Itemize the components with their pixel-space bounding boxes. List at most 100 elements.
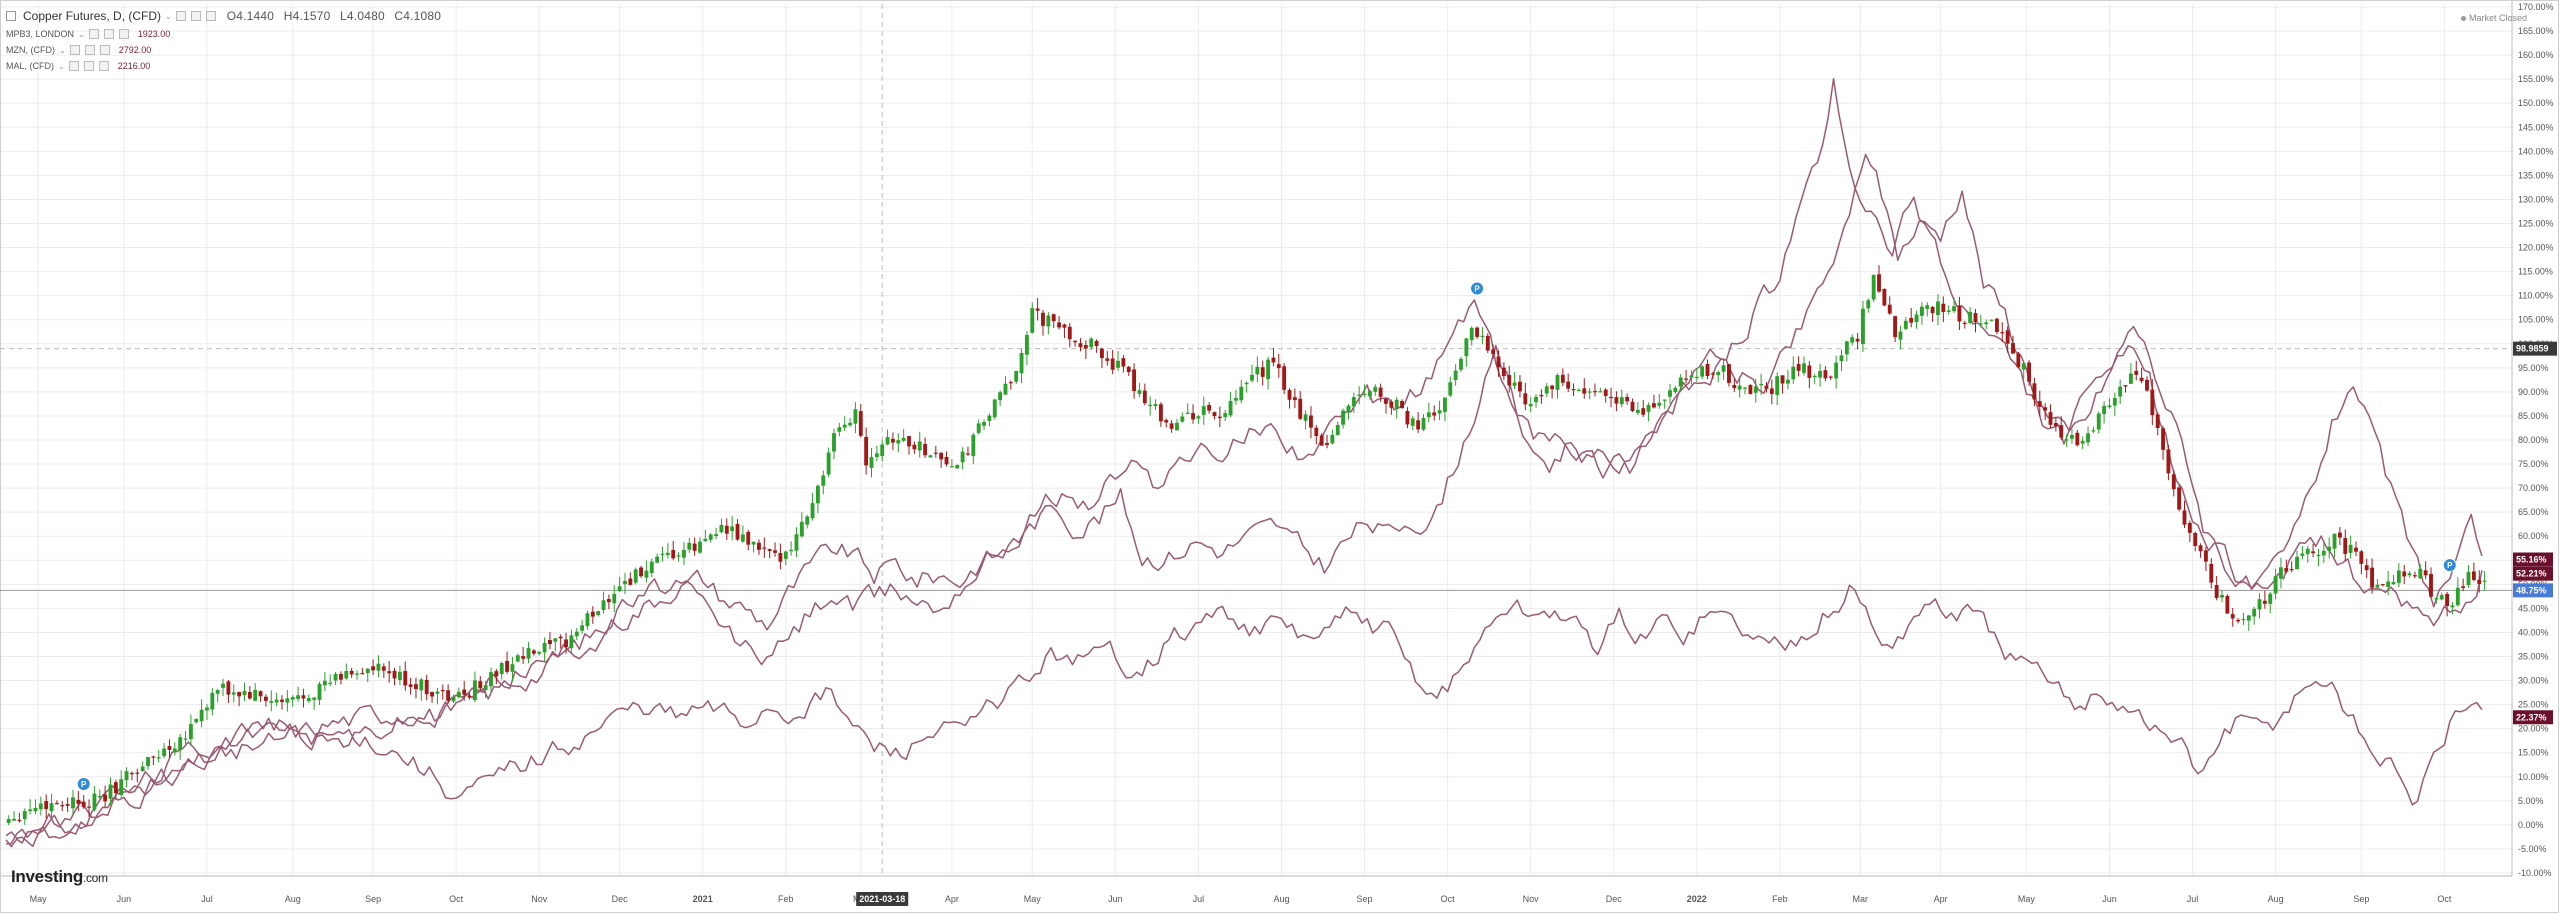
candle-body[interactable] xyxy=(1041,312,1045,326)
candle-body[interactable] xyxy=(172,748,177,752)
candle-body[interactable] xyxy=(17,819,22,822)
candle-body[interactable] xyxy=(1705,363,1710,377)
candle-body[interactable] xyxy=(97,795,102,798)
candle-body[interactable] xyxy=(178,737,183,751)
candle-body[interactable] xyxy=(1678,377,1683,387)
candle-body[interactable] xyxy=(1228,400,1233,416)
candle-body[interactable] xyxy=(1528,403,1533,407)
candle-body[interactable] xyxy=(2209,563,2214,583)
candle-body[interactable] xyxy=(365,668,370,674)
candle-body[interactable] xyxy=(1727,364,1731,383)
visibility-icon[interactable] xyxy=(190,11,201,21)
compare-series-line[interactable] xyxy=(5,78,2483,848)
main-symbol-title[interactable]: Copper Futures, D, (CFD) xyxy=(23,9,162,23)
candle-body[interactable] xyxy=(1576,389,1581,392)
candle-body[interactable] xyxy=(703,538,708,542)
candle-body[interactable] xyxy=(1764,385,1769,389)
candle-body[interactable] xyxy=(1539,394,1544,397)
candle-body[interactable] xyxy=(1646,405,1651,412)
candle-body[interactable] xyxy=(2000,332,2005,334)
candle-body[interactable] xyxy=(446,690,451,701)
candle-body[interactable] xyxy=(28,809,33,812)
candle-body[interactable] xyxy=(1652,403,1656,408)
candle-body[interactable] xyxy=(2102,405,2107,415)
candle-body[interactable] xyxy=(1496,356,1501,368)
candle-body[interactable] xyxy=(1276,364,1281,369)
candle-body[interactable] xyxy=(392,670,397,679)
candle-body[interactable] xyxy=(1384,398,1388,404)
candle-body[interactable] xyxy=(1796,364,1801,371)
candle-body[interactable] xyxy=(494,671,499,677)
candle-body[interactable] xyxy=(698,541,702,553)
candle-body[interactable] xyxy=(376,663,381,671)
candle-body[interactable] xyxy=(891,438,895,443)
candle-body[interactable] xyxy=(955,464,960,469)
candle-body[interactable] xyxy=(2295,556,2299,570)
compare-legend-mal[interactable]: MAL, (CFD) ⌄ 2216.00 xyxy=(6,61,150,71)
candle-body[interactable] xyxy=(194,719,199,723)
candle-body[interactable] xyxy=(623,580,627,585)
candle-body[interactable] xyxy=(49,803,54,812)
candle-body[interactable] xyxy=(1887,304,1892,314)
candle-body[interactable] xyxy=(2166,449,2171,474)
candle-body[interactable] xyxy=(606,599,611,603)
candle-body[interactable] xyxy=(2273,576,2278,594)
candle-body[interactable] xyxy=(54,803,59,805)
candle-body[interactable] xyxy=(2155,414,2160,428)
candle-body[interactable] xyxy=(355,673,359,675)
candle-body[interactable] xyxy=(1507,374,1512,386)
event-marker-icon[interactable] xyxy=(1470,281,1485,296)
candle-body[interactable] xyxy=(805,516,810,525)
candle-body[interactable] xyxy=(2086,433,2090,443)
candle-body[interactable] xyxy=(306,698,311,702)
candle-body[interactable] xyxy=(783,551,788,559)
candle-body[interactable] xyxy=(328,682,333,684)
candle-body[interactable] xyxy=(569,635,574,649)
candle-body[interactable] xyxy=(1684,378,1689,380)
candle-body[interactable] xyxy=(1298,398,1303,419)
compare-legend-mzn[interactable]: MZN, (CFD) ⌄ 2792.00 xyxy=(6,45,151,55)
candle-body[interactable] xyxy=(269,700,274,703)
candle-body[interactable] xyxy=(2359,551,2364,564)
candle-body[interactable] xyxy=(2177,487,2182,510)
candle-body[interactable] xyxy=(966,453,970,455)
candle-body[interactable] xyxy=(2461,586,2466,588)
candle-body[interactable] xyxy=(1936,301,1940,315)
candle-body[interactable] xyxy=(740,534,745,542)
candle-body[interactable] xyxy=(1807,365,1812,378)
candle-body[interactable] xyxy=(1062,324,1067,328)
candle-body[interactable] xyxy=(1635,409,1640,413)
candle-body[interactable] xyxy=(215,690,220,694)
candle-body[interactable] xyxy=(832,433,836,452)
candle-body[interactable] xyxy=(317,683,322,700)
candle-body[interactable] xyxy=(826,452,831,475)
compare-series-line[interactable] xyxy=(5,584,2483,845)
candle-body[interactable] xyxy=(1207,405,1212,411)
candle-body[interactable] xyxy=(1105,358,1110,361)
candle-body[interactable] xyxy=(1914,314,1919,323)
candle-body[interactable] xyxy=(1930,307,1935,314)
candle-body[interactable] xyxy=(2150,389,2155,416)
candle-body[interactable] xyxy=(2016,353,2021,368)
candle-body[interactable] xyxy=(2203,550,2208,562)
candle-body[interactable] xyxy=(312,697,317,700)
candle-body[interactable] xyxy=(1555,375,1560,390)
candle-body[interactable] xyxy=(65,804,70,806)
candle-body[interactable] xyxy=(1239,386,1244,401)
candle-body[interactable] xyxy=(2037,401,2042,407)
candle-body[interactable] xyxy=(2434,598,2439,600)
candle-body[interactable] xyxy=(1823,370,1828,379)
candle-body[interactable] xyxy=(2091,430,2096,432)
candle-body[interactable] xyxy=(462,689,467,695)
candle-body[interactable] xyxy=(1844,341,1849,355)
candle-body[interactable] xyxy=(483,685,488,691)
candle-body[interactable] xyxy=(1250,374,1254,381)
candle-body[interactable] xyxy=(1100,348,1104,358)
candle-body[interactable] xyxy=(885,437,890,445)
candle-body[interactable] xyxy=(188,724,193,740)
candle-body[interactable] xyxy=(1292,397,1297,401)
settings-icon[interactable] xyxy=(68,61,79,71)
candle-body[interactable] xyxy=(1625,397,1630,402)
